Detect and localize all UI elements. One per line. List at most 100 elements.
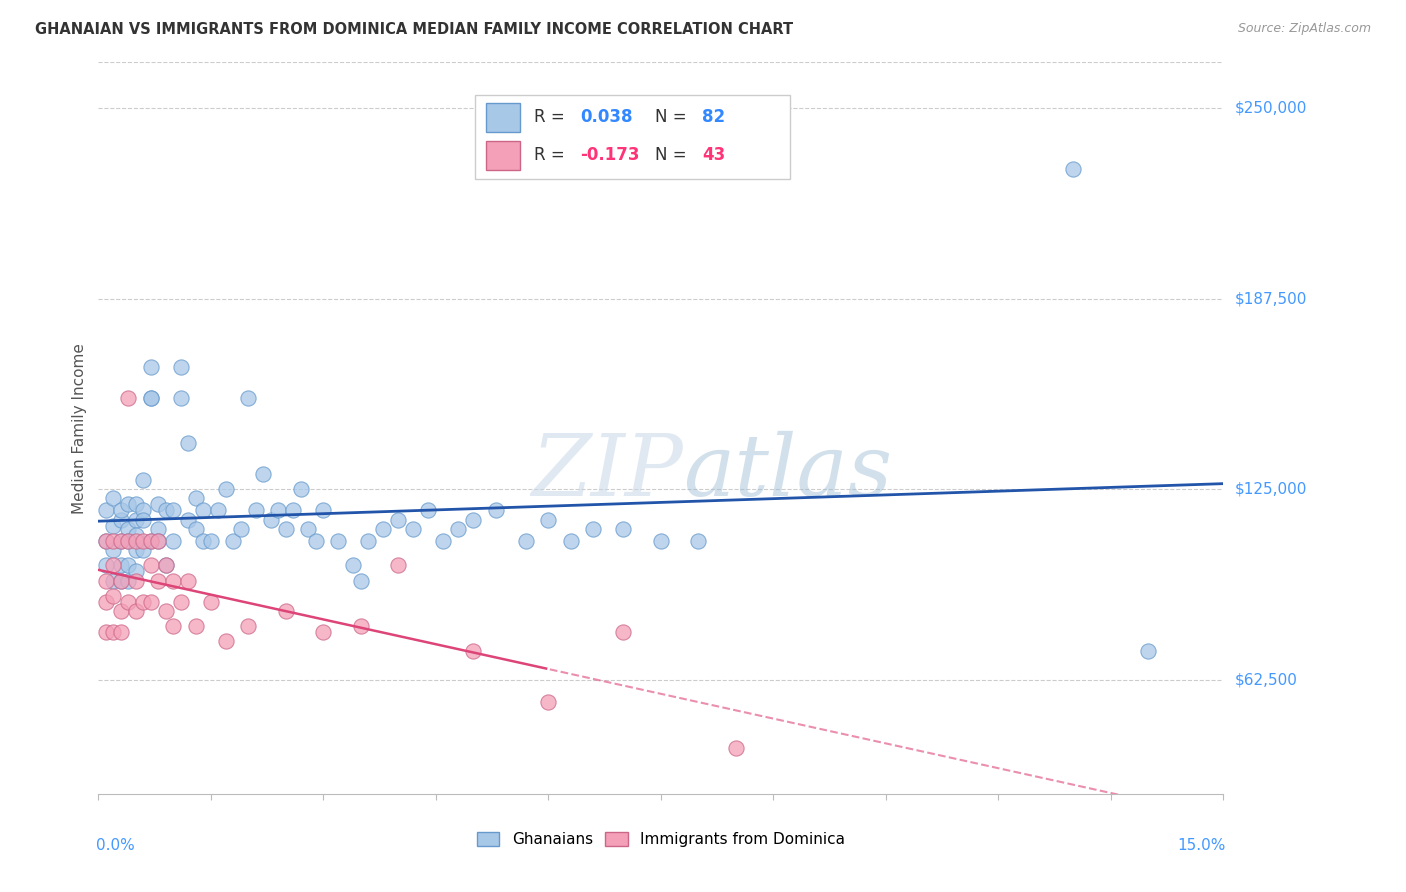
Point bbox=[148, 522, 170, 536]
Point bbox=[110, 512, 132, 526]
Text: R =: R = bbox=[534, 108, 569, 127]
Point bbox=[297, 522, 319, 536]
Point bbox=[125, 528, 148, 542]
Point bbox=[162, 533, 184, 548]
Point bbox=[94, 558, 117, 573]
Point bbox=[139, 391, 162, 405]
Point bbox=[1137, 643, 1160, 657]
Point bbox=[132, 473, 155, 487]
Point bbox=[110, 574, 132, 588]
Point bbox=[177, 436, 200, 450]
Point bbox=[110, 625, 132, 640]
Text: ZIP: ZIP bbox=[531, 431, 683, 514]
Point bbox=[125, 533, 148, 548]
Point bbox=[290, 482, 312, 496]
Point bbox=[193, 533, 215, 548]
Point bbox=[357, 533, 380, 548]
Point bbox=[612, 625, 634, 640]
Point bbox=[132, 595, 155, 609]
Point bbox=[155, 558, 177, 573]
Point bbox=[148, 533, 170, 548]
Point bbox=[117, 533, 139, 548]
Point bbox=[103, 518, 125, 533]
Point bbox=[312, 625, 335, 640]
Y-axis label: Median Family Income: Median Family Income bbox=[72, 343, 87, 514]
Point bbox=[94, 574, 117, 588]
Point bbox=[132, 543, 155, 558]
Point bbox=[463, 643, 485, 657]
Point bbox=[200, 595, 222, 609]
Text: GHANAIAN VS IMMIGRANTS FROM DOMINICA MEDIAN FAMILY INCOME CORRELATION CHART: GHANAIAN VS IMMIGRANTS FROM DOMINICA MED… bbox=[35, 22, 793, 37]
Point bbox=[139, 533, 162, 548]
Point bbox=[125, 565, 148, 579]
Point bbox=[283, 503, 305, 517]
Point bbox=[132, 503, 155, 517]
Point bbox=[432, 533, 454, 548]
Point bbox=[612, 522, 634, 536]
Point bbox=[103, 625, 125, 640]
Legend: Ghanaians, Immigrants from Dominica: Ghanaians, Immigrants from Dominica bbox=[472, 828, 849, 852]
Point bbox=[103, 491, 125, 506]
Point bbox=[245, 503, 267, 517]
Point bbox=[139, 533, 162, 548]
Point bbox=[125, 497, 148, 511]
Point bbox=[485, 503, 508, 517]
Text: atlas: atlas bbox=[683, 431, 893, 514]
Point bbox=[117, 574, 139, 588]
Point bbox=[184, 491, 207, 506]
Point bbox=[110, 533, 132, 548]
Point bbox=[94, 533, 117, 548]
Point bbox=[537, 512, 560, 526]
Text: 15.0%: 15.0% bbox=[1177, 838, 1226, 853]
Text: $187,500: $187,500 bbox=[1234, 291, 1306, 306]
Text: 0.038: 0.038 bbox=[579, 108, 633, 127]
Point bbox=[125, 512, 148, 526]
Text: $250,000: $250,000 bbox=[1234, 101, 1306, 116]
Point bbox=[117, 497, 139, 511]
Point bbox=[215, 634, 238, 648]
Point bbox=[215, 482, 238, 496]
Point bbox=[342, 558, 364, 573]
Point bbox=[110, 604, 132, 618]
Point bbox=[200, 533, 222, 548]
Point bbox=[155, 558, 177, 573]
Point bbox=[162, 619, 184, 633]
Point bbox=[103, 543, 125, 558]
Point bbox=[162, 574, 184, 588]
Point bbox=[103, 589, 125, 603]
Point bbox=[155, 604, 177, 618]
Point bbox=[402, 522, 425, 536]
FancyBboxPatch shape bbox=[475, 95, 790, 179]
Text: $125,000: $125,000 bbox=[1234, 482, 1306, 497]
Point bbox=[560, 533, 582, 548]
Point bbox=[125, 543, 148, 558]
Point bbox=[155, 503, 177, 517]
Point bbox=[387, 512, 409, 526]
Point bbox=[177, 574, 200, 588]
Point bbox=[117, 522, 139, 536]
Point bbox=[139, 391, 162, 405]
Point bbox=[177, 512, 200, 526]
Point bbox=[103, 574, 125, 588]
Point bbox=[229, 522, 252, 536]
Point bbox=[537, 696, 560, 710]
Point bbox=[94, 595, 117, 609]
Bar bbox=[486, 141, 520, 170]
Point bbox=[184, 619, 207, 633]
Point bbox=[582, 522, 605, 536]
Point bbox=[132, 512, 155, 526]
Text: $62,500: $62,500 bbox=[1234, 672, 1298, 687]
Point bbox=[110, 558, 132, 573]
Point bbox=[125, 604, 148, 618]
Point bbox=[125, 574, 148, 588]
Point bbox=[312, 503, 335, 517]
Point bbox=[1062, 162, 1084, 177]
Point bbox=[148, 497, 170, 511]
Point bbox=[447, 522, 470, 536]
Point bbox=[724, 741, 747, 756]
Text: 82: 82 bbox=[703, 108, 725, 127]
Point bbox=[350, 619, 373, 633]
Text: 0.0%: 0.0% bbox=[96, 838, 135, 853]
Point bbox=[103, 533, 125, 548]
Point bbox=[305, 533, 328, 548]
